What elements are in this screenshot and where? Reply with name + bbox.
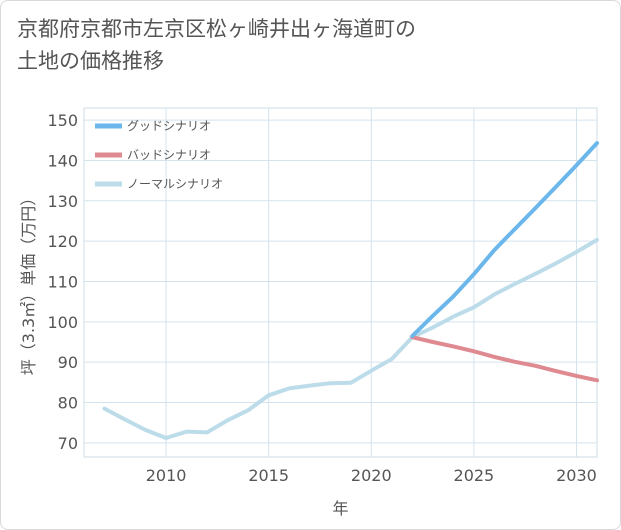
y-tick-label: 100 xyxy=(47,313,78,332)
y-tick-label: 120 xyxy=(47,232,78,251)
y-tick-label: 90 xyxy=(58,353,78,372)
series-line-2 xyxy=(410,335,599,383)
y-tick-label: 70 xyxy=(58,434,78,453)
chart-title: 京都府京都市左京区松ヶ崎井出ヶ海道町の 土地の価格推移 xyxy=(17,17,416,73)
y-tick-label: 80 xyxy=(58,394,78,413)
y-tick-label: 140 xyxy=(47,151,78,170)
legend-label[interactable]: バッドシナリオ xyxy=(127,148,211,162)
series-line-3 xyxy=(102,237,599,440)
x-tick-label: 2030 xyxy=(556,466,597,485)
x-tick-label: 2020 xyxy=(351,466,392,485)
y-tick-label: 150 xyxy=(47,111,78,130)
y-tick-label: 130 xyxy=(47,192,78,211)
legend-label[interactable]: ノーマルシナリオ xyxy=(127,177,223,191)
x-tick-label: 2010 xyxy=(146,466,187,485)
y-axis-title: 坪（3.3㎡）単価（万円） xyxy=(19,190,38,375)
x-axis-title: 年 xyxy=(332,499,348,518)
series-line-1 xyxy=(410,141,599,338)
legend-label[interactable]: グッドシナリオ xyxy=(127,119,211,133)
x-tick-label: 2015 xyxy=(248,466,289,485)
plot-area xyxy=(83,107,598,458)
y-tick-label: 110 xyxy=(47,272,78,291)
x-tick-label: 2025 xyxy=(454,466,495,485)
